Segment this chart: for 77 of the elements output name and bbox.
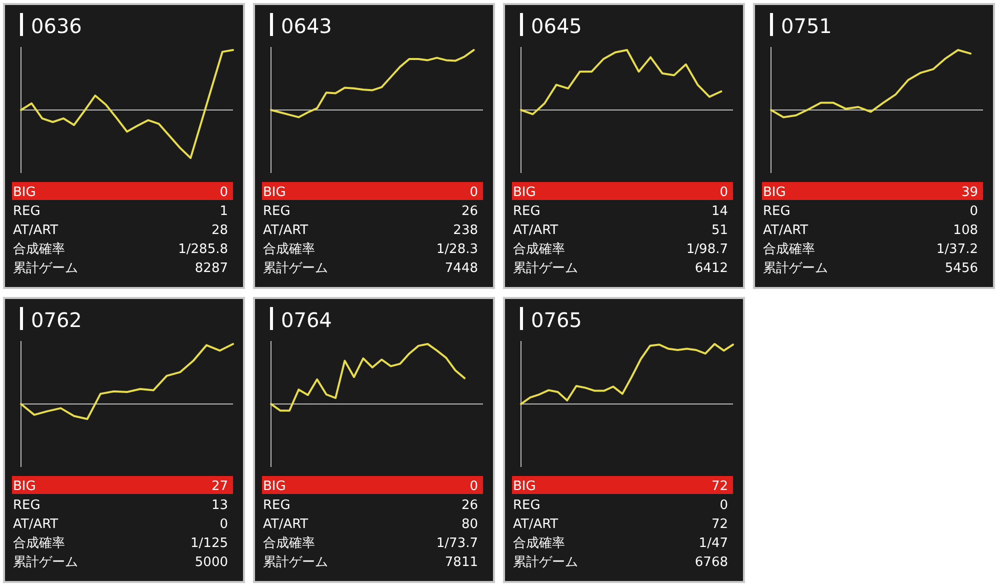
- text: BIG: [263, 185, 286, 200]
- text: 8287: [194, 261, 228, 276]
- text: 合成確率: [513, 535, 565, 551]
- text: 0: [220, 517, 228, 532]
- chart-title: 0645: [531, 14, 582, 38]
- text: 0: [470, 479, 478, 494]
- text: 0: [220, 185, 228, 200]
- text: AT/ART: [763, 223, 808, 238]
- chart-title: 0636: [31, 14, 82, 38]
- text: 7448: [444, 261, 478, 276]
- text: 累計ゲーム: [513, 555, 578, 570]
- text: 0: [970, 204, 978, 219]
- text: 累計ゲーム: [763, 261, 828, 276]
- text: 14: [711, 204, 728, 219]
- text: AT/ART: [513, 517, 558, 532]
- text: 0: [470, 185, 478, 200]
- text: BIG: [513, 479, 536, 494]
- text: 72: [711, 517, 728, 532]
- text: 51: [711, 223, 728, 238]
- text: REG: [513, 204, 540, 219]
- chart-title: 0643: [281, 14, 332, 38]
- text: REG: [263, 498, 290, 513]
- text: 累計ゲーム: [13, 555, 78, 570]
- text: AT/ART: [13, 223, 58, 238]
- text: 1: [220, 204, 228, 219]
- text: 1/28.3: [436, 242, 478, 257]
- text: 1/125: [190, 536, 228, 551]
- text: 26: [461, 498, 478, 513]
- text: 1/47: [698, 536, 728, 551]
- text: AT/ART: [13, 517, 58, 532]
- text: 累計ゲーム: [263, 261, 328, 276]
- text: BIG: [13, 185, 36, 200]
- text: REG: [263, 204, 290, 219]
- chart-title: 0764: [281, 308, 332, 332]
- text: BIG: [13, 479, 36, 494]
- text: AT/ART: [263, 517, 308, 532]
- text: 39: [961, 185, 978, 200]
- text: BIG: [263, 479, 286, 494]
- text: 26: [461, 204, 478, 219]
- chart-title: 0765: [531, 308, 582, 332]
- text: 13: [211, 498, 228, 513]
- text: 累計ゲーム: [13, 261, 78, 276]
- chart-title: 0751: [781, 14, 832, 38]
- text: 累計ゲーム: [513, 261, 578, 276]
- text: 28: [211, 223, 228, 238]
- text: 5000: [194, 555, 228, 570]
- text: 合成確率: [13, 241, 65, 257]
- text: 7811: [444, 555, 478, 570]
- text: 1/285.8: [178, 242, 228, 257]
- text: 合成確率: [263, 241, 315, 257]
- text: REG: [763, 204, 790, 219]
- text: 108: [953, 223, 978, 238]
- text: 1/37.2: [936, 242, 978, 257]
- text: 合成確率: [513, 241, 565, 257]
- text: BIG: [763, 185, 786, 200]
- text: 6412: [694, 261, 728, 276]
- text: REG: [13, 498, 40, 513]
- text: 27: [211, 479, 228, 494]
- text: 合成確率: [263, 535, 315, 551]
- text: 5456: [944, 261, 978, 276]
- text: 合成確率: [763, 241, 815, 257]
- text: 0: [720, 498, 728, 513]
- text: REG: [513, 498, 540, 513]
- text: 238: [453, 223, 478, 238]
- text: 6768: [694, 555, 728, 570]
- text: 72: [711, 479, 728, 494]
- text: REG: [13, 204, 40, 219]
- text: 1/98.7: [686, 242, 728, 257]
- text: 0: [720, 185, 728, 200]
- text: 1/73.7: [436, 536, 478, 551]
- text: 合成確率: [13, 535, 65, 551]
- text: AT/ART: [263, 223, 308, 238]
- text: BIG: [513, 185, 536, 200]
- text: AT/ART: [513, 223, 558, 238]
- chart-title: 0762: [31, 308, 82, 332]
- text: 80: [461, 517, 478, 532]
- text: 累計ゲーム: [263, 555, 328, 570]
